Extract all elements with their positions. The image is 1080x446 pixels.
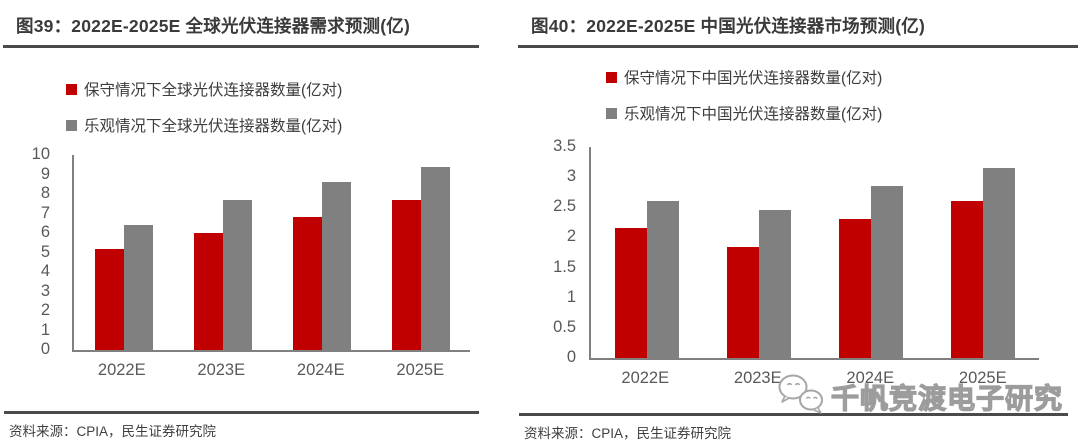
legend-swatch-conservative: [66, 83, 77, 95]
legend-label-conservative: 保守情况下中国光伏连接器数量(亿对): [624, 70, 883, 87]
figure-39-source-note: 资料来源：CPIA，民生证券研究院: [4, 411, 479, 440]
y-tick-label: 6: [40, 223, 50, 242]
bar-group: [391, 166, 450, 350]
y-tick-label: 8: [40, 184, 50, 203]
figure-40-title: 图40：2022E-2025E 中国光伏连接器市场预测(亿): [518, 8, 1078, 48]
x-tick-label: 2025E: [958, 369, 1007, 387]
y-tick-label: 2.5: [553, 197, 576, 216]
legend-item-conservative: 保守情况下中国光伏连接器数量(亿对): [606, 66, 882, 88]
bar-optimistic: [420, 166, 450, 350]
bar-optimistic: [759, 210, 791, 358]
bar-group: [727, 210, 791, 358]
bar-group: [839, 186, 903, 358]
y-tick-label: 5: [40, 242, 50, 261]
bar-optimistic: [321, 182, 351, 350]
legend-swatch-optimistic: [66, 119, 77, 131]
bar-group: [193, 199, 252, 350]
y-tick-label: 1: [40, 320, 50, 339]
y-tick-label: 3: [40, 281, 50, 300]
bar-optimistic: [222, 199, 252, 350]
figure-39-panel: 图39：2022E-2025E 全球光伏连接器需求预测(亿) 保守情况下全球光伏…: [3, 8, 479, 446]
y-tick-label: 0: [40, 340, 50, 359]
bar-conservative: [839, 219, 871, 358]
figure-39-chart: 10 9 8 7 6 5 4 3 2 1 0 2022E 2023E 2024E 2025E: [3, 145, 470, 380]
y-tick-label: 10: [31, 145, 50, 164]
figure-39-title: 图39：2022E-2025E 全球光伏连接器需求预测(亿): [3, 8, 479, 48]
plot-column: 2022E 2023E 2024E 2025E: [72, 155, 470, 380]
bar-group: [292, 182, 351, 350]
bar-conservative: [292, 217, 322, 350]
figure-39-legend: 保守情况下全球光伏连接器数量(亿对) 乐观情况下全球光伏连接器数量(亿对): [66, 78, 342, 150]
y-tick-label: 1.5: [553, 257, 576, 276]
x-tick-label: 2022E: [97, 361, 146, 379]
plot-area: [589, 147, 1039, 360]
x-tick-label: 2023E: [197, 361, 246, 379]
x-tick-label: 2024E: [846, 369, 895, 387]
bar-group: [94, 225, 153, 350]
y-axis: 3.5 3 2.5 2 1.5 1 0.5 0: [518, 137, 589, 366]
bar-conservative: [727, 246, 759, 358]
bar-optimistic: [123, 225, 153, 350]
y-tick-label: 4: [40, 262, 50, 281]
y-tick-label: 3.5: [553, 137, 576, 156]
x-tick-label: 2022E: [621, 369, 670, 387]
y-tick-label: 7: [40, 203, 50, 222]
figure-40-legend: 保守情况下中国光伏连接器数量(亿对) 乐观情况下中国光伏连接器数量(亿对): [606, 66, 882, 138]
legend-swatch-conservative: [606, 71, 617, 83]
bar-group: [951, 168, 1015, 358]
y-axis: 10 9 8 7 6 5 4 3 2 1 0: [3, 145, 72, 358]
plot-column: 2022E 2023E 2024E 2025E: [589, 147, 1039, 388]
bar-conservative: [951, 201, 983, 358]
x-tick-label: 2023E: [733, 369, 782, 387]
x-axis-labels: 2022E 2023E 2024E 2025E: [589, 369, 1039, 388]
plot-area: [72, 155, 470, 352]
figure-40-chart: 3.5 3 2.5 2 1.5 1 0.5 0 2022E 2023E 2024E 2025E: [518, 137, 1039, 388]
y-tick-label: 1: [566, 287, 576, 306]
y-tick-label: 9: [40, 164, 50, 183]
x-axis-labels: 2022E 2023E 2024E 2025E: [72, 361, 470, 380]
legend-label-optimistic: 乐观情况下全球光伏连接器数量(亿对): [84, 118, 343, 135]
bar-optimistic: [647, 201, 679, 358]
bar-conservative: [193, 233, 223, 350]
y-tick-label: 2: [566, 227, 576, 246]
legend-label-conservative: 保守情况下全球光伏连接器数量(亿对): [84, 82, 343, 99]
legend-swatch-optimistic: [606, 107, 617, 119]
bar-conservative: [615, 228, 647, 358]
legend-label-optimistic: 乐观情况下中国光伏连接器数量(亿对): [624, 106, 883, 123]
y-tick-label: 0.5: [553, 317, 576, 336]
legend-item-conservative: 保守情况下全球光伏连接器数量(亿对): [66, 78, 342, 100]
legend-item-optimistic: 乐观情况下中国光伏连接器数量(亿对): [606, 102, 882, 124]
x-tick-label: 2025E: [396, 361, 445, 379]
x-tick-label: 2024E: [296, 361, 345, 379]
bar-group: [615, 201, 679, 358]
bar-conservative: [391, 199, 421, 350]
figure-40-panel: 图40：2022E-2025E 中国光伏连接器市场预测(亿) 保守情况下中国光伏…: [518, 8, 1078, 446]
bar-optimistic: [983, 168, 1015, 358]
bar-conservative: [94, 248, 124, 350]
y-tick-label: 2: [40, 301, 50, 320]
legend-item-optimistic: 乐观情况下全球光伏连接器数量(亿对): [66, 114, 342, 136]
y-tick-label: 0: [566, 348, 576, 367]
bar-optimistic: [871, 186, 903, 358]
figure-40-source-note: 资料来源：CPIA，民生证券研究院: [519, 413, 1068, 442]
y-tick-label: 3: [566, 167, 576, 186]
